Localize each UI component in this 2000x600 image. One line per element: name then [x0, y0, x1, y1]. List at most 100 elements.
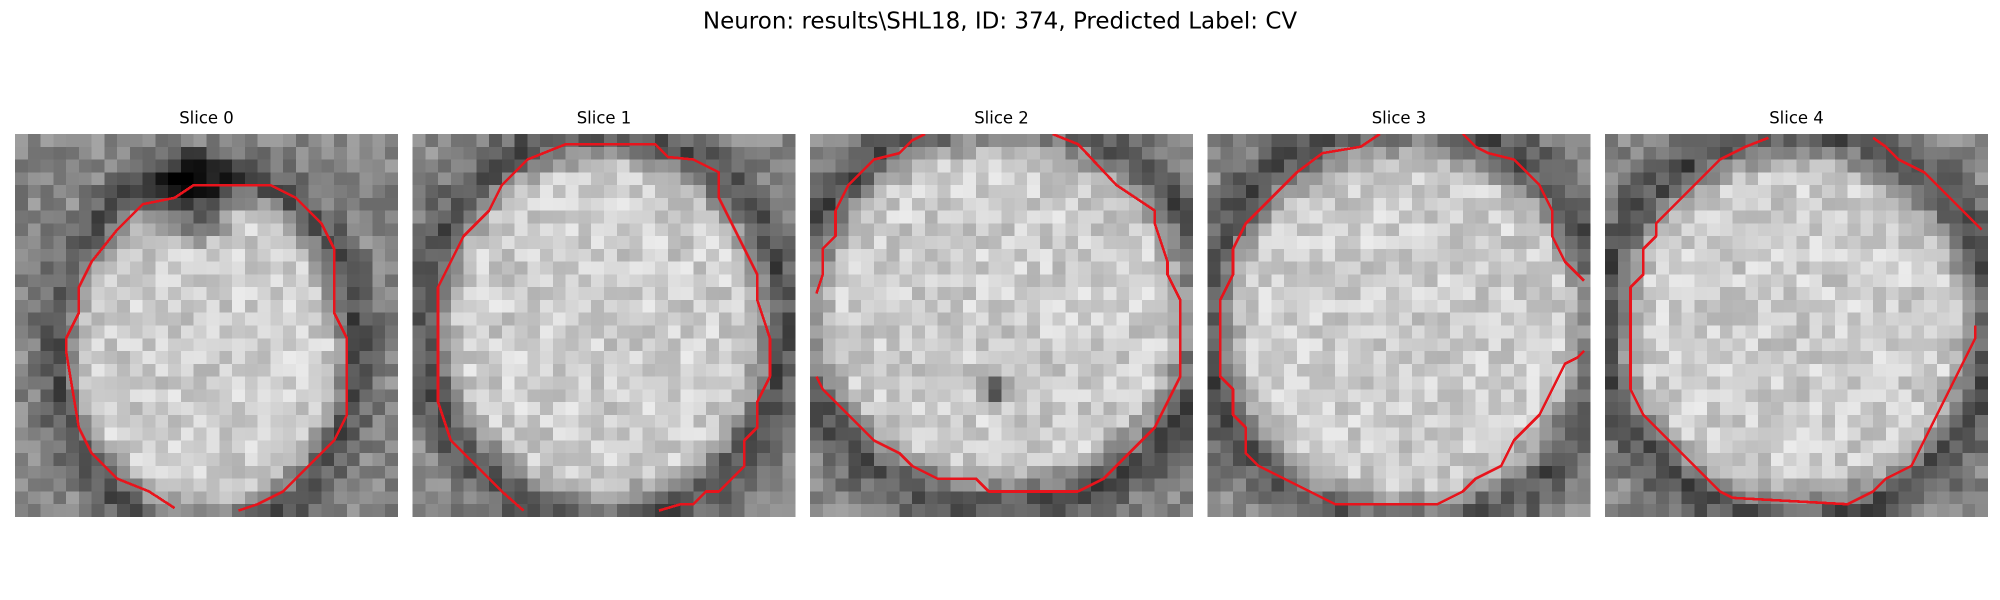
- pixel: [1924, 427, 1938, 441]
- pixel: [1656, 146, 1670, 160]
- pixel: [1911, 504, 1925, 517]
- pixel: [1462, 197, 1476, 211]
- pixel: [757, 338, 771, 352]
- pixel: [412, 172, 426, 186]
- pixel: [219, 185, 233, 199]
- pixel: [1154, 261, 1168, 275]
- pixel: [912, 172, 926, 186]
- pixel: [1167, 478, 1181, 492]
- pixel: [385, 210, 398, 224]
- pixel: [1424, 363, 1438, 377]
- pixel: [1539, 274, 1553, 288]
- pixel: [219, 299, 233, 313]
- pixel: [1949, 159, 1963, 173]
- pixel: [873, 402, 887, 416]
- pixel: [1141, 261, 1155, 275]
- pixel: [835, 197, 849, 211]
- pixel: [642, 363, 656, 377]
- pixel: [861, 185, 875, 199]
- pixel: [270, 491, 284, 505]
- pixel: [438, 248, 452, 262]
- pixel: [1873, 248, 1887, 262]
- pixel: [15, 440, 29, 454]
- pixel: [873, 274, 887, 288]
- pixel: [1078, 414, 1092, 428]
- pixel: [975, 197, 989, 211]
- pixel: [769, 402, 783, 416]
- pixel: [988, 312, 1002, 326]
- pixel: [1437, 351, 1451, 365]
- pixel: [1885, 363, 1899, 377]
- pixel: [1745, 414, 1759, 428]
- pixel: [1373, 210, 1387, 224]
- pixel: [1822, 427, 1836, 441]
- pixel: [476, 453, 490, 467]
- pixel: [1488, 363, 1502, 377]
- pixel: [757, 248, 771, 262]
- pixel: [963, 210, 977, 224]
- pixel: [1732, 389, 1746, 403]
- pixel: [1437, 197, 1451, 211]
- pixel: [1898, 376, 1912, 390]
- pixel: [334, 338, 348, 352]
- pixel: [1501, 236, 1515, 250]
- pixel: [540, 414, 554, 428]
- pixel: [1732, 236, 1746, 250]
- pixel: [861, 134, 875, 148]
- pixel: [1322, 223, 1336, 237]
- pixel: [578, 427, 592, 441]
- pixel: [1873, 363, 1887, 377]
- pixel: [782, 414, 796, 428]
- pixel: [1386, 453, 1400, 467]
- pixel: [1719, 325, 1733, 339]
- pixel: [180, 210, 194, 224]
- pixel: [40, 172, 54, 186]
- pixel: [372, 440, 386, 454]
- pixel: [1116, 325, 1130, 339]
- pixel: [1309, 376, 1323, 390]
- pixel: [1052, 427, 1066, 441]
- pixel: [1090, 351, 1104, 365]
- pixel: [1411, 414, 1425, 428]
- pixel: [129, 312, 143, 326]
- pixel: [1834, 261, 1848, 275]
- pixel: [1924, 146, 1938, 160]
- pixel: [283, 338, 297, 352]
- pixel: [1437, 134, 1451, 148]
- pixel: [848, 465, 862, 479]
- pixel: [1770, 287, 1784, 301]
- pixel: [283, 134, 297, 148]
- pixel: [1065, 427, 1079, 441]
- pixel: [873, 134, 887, 148]
- pixel: [295, 338, 309, 352]
- pixel: [540, 248, 554, 262]
- pixel: [1668, 389, 1682, 403]
- pixel: [40, 287, 54, 301]
- pixel: [848, 185, 862, 199]
- pixel: [1424, 453, 1438, 467]
- pixel: [1424, 299, 1438, 313]
- pixel: [963, 146, 977, 160]
- pixel: [769, 261, 783, 275]
- pixel: [718, 402, 732, 416]
- pixel: [899, 223, 913, 237]
- pixel: [629, 389, 643, 403]
- pixel: [1513, 210, 1527, 224]
- pixel: [629, 210, 643, 224]
- pixel: [1847, 376, 1861, 390]
- pixel: [1141, 159, 1155, 173]
- pixel: [1552, 248, 1566, 262]
- pixel: [295, 223, 309, 237]
- pixel: [527, 236, 541, 250]
- pixel: [1180, 491, 1193, 505]
- pixel: [912, 325, 926, 339]
- pixel: [1513, 248, 1527, 262]
- pixel: [988, 185, 1002, 199]
- pixel: [1526, 185, 1540, 199]
- pixel: [1245, 287, 1259, 301]
- pixel: [117, 223, 131, 237]
- pixel: [1656, 338, 1670, 352]
- pixel: [1462, 465, 1476, 479]
- pixel: [848, 146, 862, 160]
- pixel: [1284, 338, 1298, 352]
